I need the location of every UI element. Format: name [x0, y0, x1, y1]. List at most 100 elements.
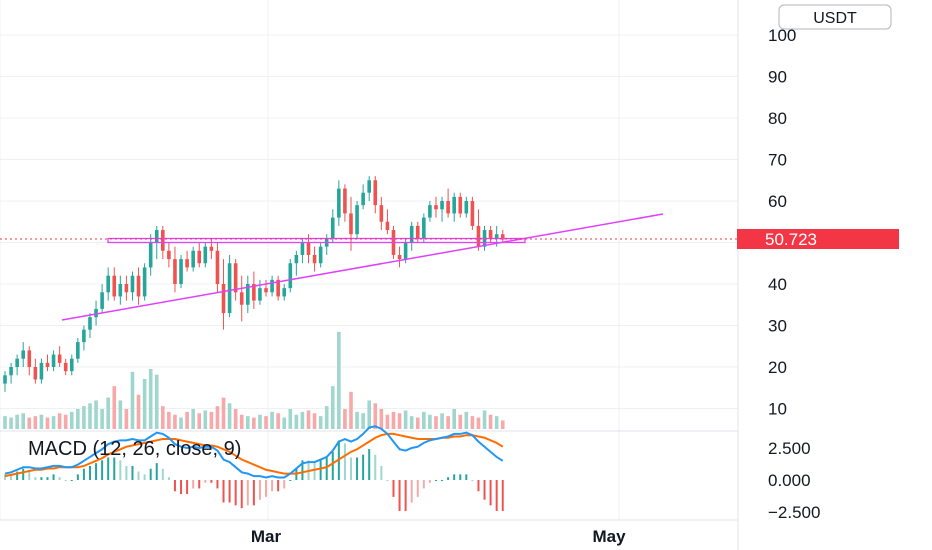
macd-histogram-bar — [192, 480, 195, 489]
candle[interactable] — [343, 184, 347, 222]
candle[interactable] — [197, 242, 202, 268]
volume-bar — [276, 413, 280, 429]
candle[interactable] — [227, 254, 232, 318]
macd-histogram-bar — [88, 465, 91, 480]
candle[interactable] — [57, 346, 62, 367]
candle[interactable] — [233, 259, 238, 301]
candle[interactable] — [221, 259, 226, 330]
candle[interactable] — [276, 275, 280, 301]
candle[interactable] — [21, 342, 26, 367]
candle[interactable] — [179, 254, 183, 289]
candle[interactable] — [258, 279, 262, 305]
candle[interactable] — [51, 350, 56, 372]
candlesticks[interactable] — [3, 176, 505, 392]
candle[interactable] — [500, 230, 505, 243]
candle-body — [3, 375, 7, 384]
candle[interactable] — [452, 192, 456, 222]
candle[interactable] — [39, 358, 44, 384]
candle[interactable] — [209, 238, 214, 260]
candle[interactable] — [373, 176, 378, 214]
candle[interactable] — [215, 242, 220, 293]
candle[interactable] — [470, 196, 475, 231]
candle[interactable] — [330, 209, 335, 243]
macd-line — [4, 425, 504, 479]
candle[interactable] — [27, 346, 32, 376]
candle[interactable] — [185, 250, 189, 272]
candle[interactable] — [312, 246, 317, 272]
candle[interactable] — [100, 284, 104, 314]
candle-body — [428, 205, 432, 218]
candle[interactable] — [446, 188, 450, 218]
macd-histogram-bar — [52, 474, 55, 480]
candle[interactable] — [349, 196, 353, 251]
candle[interactable] — [288, 259, 293, 293]
candle[interactable] — [409, 221, 414, 251]
candle[interactable] — [3, 371, 7, 392]
candle[interactable] — [9, 362, 13, 384]
candle[interactable] — [33, 358, 38, 384]
candle[interactable] — [45, 354, 50, 372]
candle[interactable] — [428, 201, 432, 222]
volume-bar — [9, 417, 13, 429]
macd-histogram-bar — [410, 480, 413, 503]
candle[interactable] — [130, 271, 135, 301]
ascending-trendline[interactable] — [61, 213, 664, 321]
candle[interactable] — [367, 176, 371, 201]
candle[interactable] — [173, 246, 177, 293]
candle-body — [258, 288, 262, 301]
candle[interactable] — [82, 325, 86, 351]
candle[interactable] — [167, 242, 171, 268]
candle[interactable] — [318, 242, 323, 268]
candle-body — [57, 354, 62, 363]
candle[interactable] — [464, 196, 469, 218]
candle[interactable] — [94, 300, 98, 326]
volume-bar — [300, 411, 305, 429]
candle[interactable] — [63, 358, 68, 376]
macd-indicator-title[interactable]: MACD (12, 26, close, 9) — [28, 438, 241, 460]
candle[interactable] — [15, 354, 19, 376]
candle[interactable] — [88, 313, 92, 338]
macd-axis[interactable]: 2.500 0.000 −2.500 — [768, 439, 820, 522]
candle[interactable] — [476, 209, 481, 251]
candle[interactable] — [294, 250, 299, 276]
candle[interactable] — [76, 337, 80, 363]
candle[interactable] — [434, 196, 438, 218]
candle[interactable] — [458, 192, 463, 218]
candle[interactable] — [69, 354, 74, 376]
candle[interactable] — [118, 275, 123, 305]
candle[interactable] — [252, 271, 256, 309]
candle[interactable] — [379, 196, 384, 231]
candle[interactable] — [239, 275, 244, 322]
time-axis[interactable]: Mar May — [251, 527, 626, 546]
candle[interactable] — [203, 242, 208, 268]
time-tick-label: May — [592, 527, 626, 546]
candle[interactable] — [397, 246, 402, 268]
candle[interactable] — [106, 267, 110, 301]
drawings[interactable] — [0, 213, 738, 321]
candle[interactable] — [264, 279, 268, 297]
candle-body — [306, 242, 311, 255]
candle-body — [397, 254, 402, 260]
candle[interactable] — [361, 184, 365, 210]
macd-histogram-bar — [82, 468, 85, 480]
candle[interactable] — [112, 267, 117, 301]
candle[interactable] — [488, 225, 493, 243]
macd-histogram-bar — [204, 480, 207, 483]
candle[interactable] — [422, 213, 426, 243]
candle[interactable] — [355, 201, 359, 239]
candle[interactable] — [191, 246, 195, 272]
candle[interactable] — [124, 275, 129, 301]
candle-body — [276, 279, 280, 297]
candle[interactable] — [142, 263, 147, 301]
candle[interactable] — [282, 284, 287, 301]
candle[interactable] — [246, 275, 250, 314]
candle[interactable] — [440, 196, 444, 222]
currency-badge[interactable]: USDT — [778, 4, 892, 30]
candle[interactable] — [136, 267, 141, 305]
candle[interactable] — [385, 209, 390, 235]
candle[interactable] — [270, 275, 274, 297]
candle[interactable] — [148, 234, 153, 276]
candle[interactable] — [337, 180, 341, 226]
